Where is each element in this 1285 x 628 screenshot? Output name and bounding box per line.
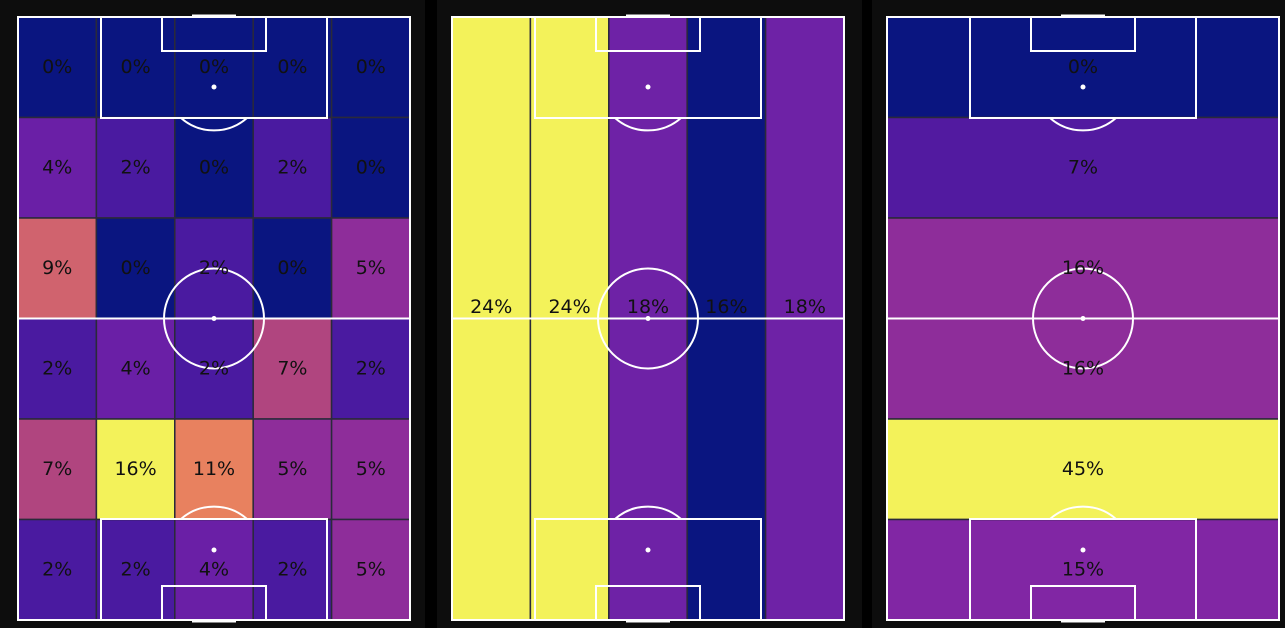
channel-label-3: 16% (705, 296, 747, 318)
centre-circle (1032, 267, 1134, 370)
heatmap-cell-r3-c1 (95, 317, 176, 420)
pitch-1-markings (17, 14, 411, 623)
heatmap-cell-r1-c3 (252, 116, 333, 219)
cell-label-r4-c2: 11% (193, 458, 235, 480)
cell-label-r3-c3: 7% (277, 357, 307, 379)
cell-label-r0-c3: 0% (277, 56, 307, 78)
pitch-2-markings (451, 14, 845, 623)
band-label-2: 16% (1062, 257, 1104, 279)
band-label-4: 45% (1062, 458, 1104, 480)
channel-label-1: 24% (548, 296, 590, 318)
cell-label-r5-c4: 5% (356, 558, 386, 580)
cell-label-r1-c4: 0% (356, 156, 386, 178)
heatmap-cell-r4-c2 (174, 418, 254, 521)
centre-circle (597, 267, 699, 370)
cell-label-r0-c1: 0% (121, 56, 151, 78)
cell-label-r1-c2: 0% (199, 156, 229, 178)
cell-label-r5-c2: 4% (199, 558, 229, 580)
cell-label-r1-c3: 2% (277, 156, 307, 178)
penalty-spot-bottom (211, 547, 217, 553)
heatmap-cell-r1-c0 (17, 116, 98, 219)
heatmap-cell-r3-c3 (252, 317, 333, 420)
centre-circle (163, 267, 265, 370)
cell-label-r5-c0: 2% (42, 558, 72, 580)
heatmap-cell-r4-c3 (252, 418, 333, 521)
channel-label-0: 24% (470, 296, 512, 318)
cell-label-r4-c1: 16% (114, 458, 156, 480)
penalty-arc-bottom (1049, 505, 1117, 520)
band-label-5: 15% (1062, 558, 1104, 580)
cell-label-r1-c1: 2% (121, 156, 151, 178)
penalty-arc-top (614, 117, 682, 132)
heatmap-cell-r5-c4 (330, 518, 411, 621)
cell-label-r0-c2: 0% (199, 56, 229, 78)
cell-label-r2-c1: 0% (121, 257, 151, 279)
penalty-spot-bottom (645, 547, 651, 553)
channel-label-2: 18% (627, 296, 669, 318)
cell-label-r0-c4: 0% (356, 56, 386, 78)
cell-label-r2-c3: 0% (277, 257, 307, 279)
heatmap-cell-r2-c2 (174, 217, 254, 320)
cell-label-r3-c1: 4% (121, 357, 151, 379)
penalty-spot-top (1080, 84, 1086, 90)
cell-label-r3-c2: 2% (199, 357, 229, 379)
heatmap-grid-1 (17, 16, 411, 621)
centre-spot (1080, 316, 1086, 321)
penalty-spot-bottom (1080, 547, 1086, 553)
penalty-spot-top (645, 84, 651, 90)
centre-spot (211, 316, 217, 321)
heatmap-cell-r2-c0 (17, 217, 98, 320)
cell-label-r3-c0: 2% (42, 357, 72, 379)
centre-spot (645, 316, 651, 321)
band-label-0: 0% (1068, 56, 1098, 78)
cell-label-r2-c2: 2% (199, 257, 229, 279)
cell-label-r1-c0: 4% (42, 156, 72, 178)
heatmap-cell-r1-c2 (174, 116, 254, 219)
cell-label-r3-c4: 2% (356, 357, 386, 379)
cell-label-r0-c0: 0% (42, 56, 72, 78)
heatmap-cell-r3-c0 (17, 317, 98, 420)
heatmap-cell-r4-c4 (330, 418, 411, 521)
penalty-spot-top (211, 84, 217, 90)
cell-label-r5-c3: 2% (277, 558, 307, 580)
cell-label-r4-c4: 5% (356, 458, 386, 480)
penalty-arc-bottom (180, 505, 248, 520)
channel-label-4: 18% (784, 296, 826, 318)
heatmap-cell-r2-c3 (252, 217, 333, 320)
band-label-1: 7% (1068, 156, 1098, 178)
heatmap-cell-r5-c2 (174, 518, 254, 621)
cell-label-r4-c0: 7% (42, 458, 72, 480)
cell-label-r5-c1: 2% (121, 558, 151, 580)
penalty-arc-top (1049, 117, 1117, 132)
heatmap-cell-r4-c1 (95, 418, 176, 521)
cell-label-r4-c3: 5% (277, 458, 307, 480)
heatmap-cell-r4-c0 (17, 418, 98, 521)
heatmap-cell-r1-c4 (330, 116, 411, 219)
cell-label-r2-c0: 9% (42, 257, 72, 279)
penalty-arc-top (180, 117, 248, 132)
penalty-arc-bottom (614, 505, 682, 520)
cell-label-r2-c4: 5% (356, 257, 386, 279)
heatmap-cell-r5-c0 (17, 518, 98, 621)
heatmap-cell-r2-c4 (330, 217, 411, 320)
band-0 (886, 16, 1280, 119)
pitch-3-markings (886, 14, 1280, 623)
band-label-3: 16% (1062, 357, 1104, 379)
